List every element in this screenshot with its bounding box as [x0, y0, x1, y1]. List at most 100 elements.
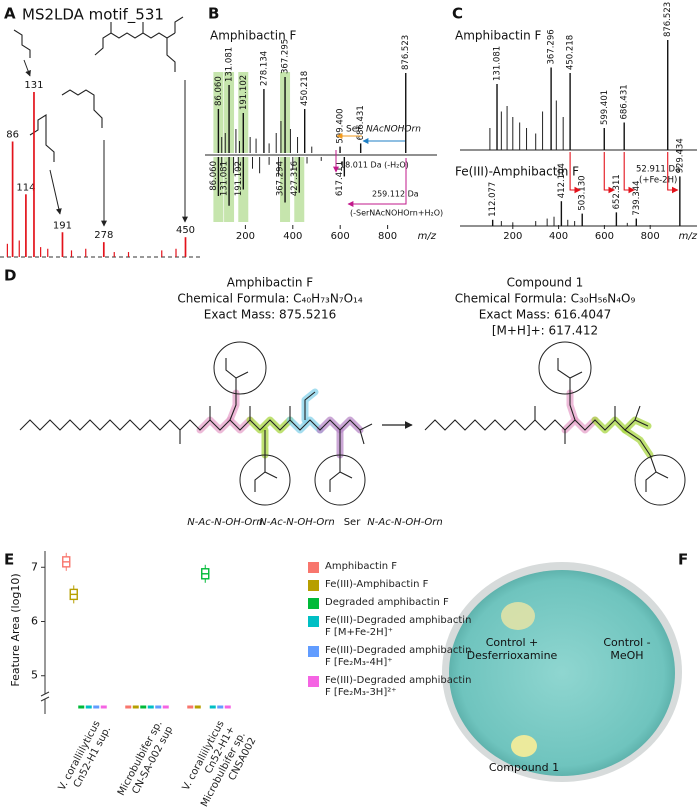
peak-label: 599.400	[336, 108, 346, 143]
axis-break	[40, 691, 50, 697]
agar	[449, 570, 675, 776]
compound-mass: Exact Mass: 875.5216	[204, 308, 336, 322]
peak-label: 191.102	[239, 75, 249, 110]
x-tick-label: 200	[503, 231, 522, 242]
y-tick-label: 6	[31, 615, 38, 628]
highlight-band	[238, 72, 249, 153]
peak-label: 450	[176, 225, 195, 236]
box	[78, 705, 85, 709]
box	[194, 705, 201, 709]
compound-formula: Chemical Formula: C₄₀H₇₃N₇O₁₄	[177, 292, 363, 306]
legend-item: Amphibactin F	[308, 561, 478, 573]
x-tick-label: 800	[641, 231, 660, 242]
panel-letter: A	[4, 5, 16, 23]
x-tick-label: 400	[283, 231, 302, 242]
shift-arrow	[623, 152, 635, 194]
peak-label: 876.523	[401, 35, 411, 70]
y-tick-label: 5	[31, 669, 38, 682]
compound-mass: Exact Mass: 616.4047	[479, 308, 611, 322]
peak-label: 86.060	[214, 76, 224, 106]
annotation-arrow	[347, 158, 407, 207]
x-tick-label: 400	[549, 231, 568, 242]
x-tick-label: 600	[595, 231, 614, 242]
box	[162, 705, 169, 709]
annotation: 18.011 Da (-H₂O)	[340, 161, 409, 170]
legend-label: Fe(III)-Degraded amphibactin F [Fe₂M₃-3H…	[325, 675, 472, 698]
peak-label: 450.218	[566, 35, 576, 70]
peak-label: 191	[53, 220, 72, 231]
peak-label: 131.081	[493, 46, 503, 81]
legend-swatch	[308, 646, 319, 657]
legend-item: Fe(III)-Degraded amphibactin F [Fe₂M₃-3H…	[308, 675, 478, 699]
peak-label: 599.401	[600, 90, 610, 125]
x-axis-label: m/z	[418, 231, 437, 242]
compound-name: Compound 1	[507, 276, 584, 290]
y-axis-label: Feature Area (log10)	[9, 573, 22, 686]
peak-label: 617.411	[335, 161, 345, 196]
legend-swatch	[308, 580, 319, 591]
peak-label: 929.434	[675, 138, 685, 173]
peak-label: 367.295	[281, 39, 291, 74]
peak-label: 131.081	[220, 161, 230, 196]
compound-adduct: [M+H]+: 617.412	[492, 324, 598, 338]
panel-title: MS2LDA motif_531	[22, 6, 164, 25]
peak-label: 86	[6, 130, 19, 141]
x-tick-label: 600	[331, 231, 350, 242]
panel-letter: D	[4, 267, 16, 285]
residue-label: N-Ac-N-OH-Orn	[367, 517, 442, 528]
shift-arrow	[603, 152, 616, 194]
panel-letter: B	[208, 5, 219, 23]
halo	[501, 602, 535, 630]
panel-subtitle: Fe(III)-Amphibactin F	[455, 165, 579, 179]
annotation: (+Fe-2H)	[639, 176, 677, 186]
residue-label: Ser	[344, 517, 362, 528]
legend-swatch	[308, 598, 319, 609]
peak-label: 367.296	[547, 29, 557, 64]
peak-label: 191.102	[234, 161, 244, 196]
shift-arrow	[667, 152, 679, 194]
legend-swatch	[308, 676, 319, 687]
annotation: NAcNOHOrn	[366, 125, 421, 135]
box	[85, 705, 92, 709]
peak-label: 450.218	[300, 71, 310, 106]
peak-label: 686.431	[620, 84, 630, 119]
panel-letter: C	[452, 5, 463, 23]
box	[100, 705, 107, 709]
peak-label: 412.104	[557, 163, 567, 198]
peak-label: 278	[94, 230, 113, 241]
box	[140, 705, 147, 709]
peak-label: 427.316	[290, 161, 300, 196]
x-axis-label: m/z	[679, 231, 698, 242]
panel-letter: F	[678, 551, 688, 569]
plate-label: Control + Desferrioxamine	[466, 636, 558, 662]
box	[217, 705, 224, 709]
peak-label: 278.134	[259, 51, 269, 86]
x-tick-label: 200	[236, 231, 255, 242]
panel-title: Amphibactin F	[455, 29, 541, 43]
legend-item: Degraded amphibactin F	[308, 597, 478, 609]
plate-label: Control - MeOH	[603, 636, 651, 662]
x-tick-label: 800	[378, 231, 397, 242]
peak-label: 131.081	[225, 47, 235, 82]
legend-label: Fe(III)-Degraded amphibactin F [M+Fe-2H]…	[325, 615, 472, 638]
box	[132, 705, 139, 709]
structure-sketches	[0, 16, 200, 258]
peak-label: 112.077	[488, 182, 498, 217]
box	[125, 705, 132, 709]
peak-label: 876.523	[663, 2, 673, 37]
legend-item: Fe(III)-Degraded amphibactin F [M+Fe-2H]…	[308, 615, 478, 639]
box	[224, 705, 231, 709]
peak-label: 739.344	[632, 180, 642, 215]
legend-label: Fe(III)-Degraded amphibactin F [Fe₂M₃-4H…	[325, 645, 472, 668]
legend-swatch	[308, 562, 319, 573]
peak-label: 686.431	[356, 105, 366, 140]
annotation: 259.112 Da	[372, 190, 419, 199]
legend-label: Fe(III)-Amphibactin F	[325, 579, 429, 590]
peak-label: 131	[24, 80, 43, 91]
legend-item: Fe(III)-Degraded amphibactin F [Fe₂M₃-4H…	[308, 645, 478, 669]
annotation: (-SerNAcNOHOrn+H₂O)	[350, 209, 443, 218]
residue-label: N-Ac-N-OH-Orn	[187, 517, 262, 528]
compound-name: Amphibactin F	[227, 276, 313, 290]
y-tick-label: 7	[31, 560, 38, 573]
